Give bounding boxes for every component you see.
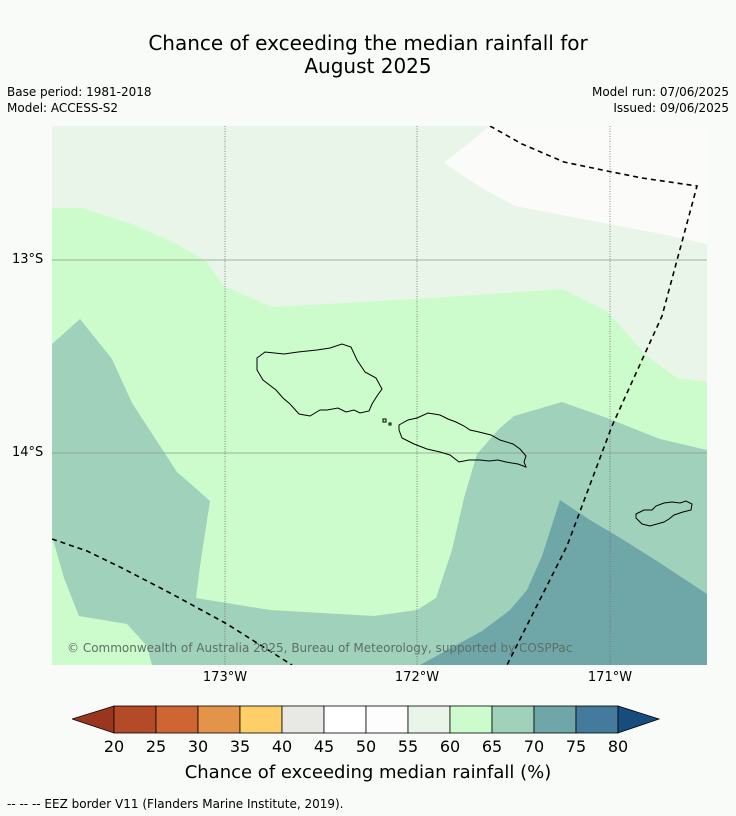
copyright-text: © Commonwealth of Australia 2025, Bureau…: [67, 641, 573, 655]
colorbar-tick-label: 20: [103, 737, 125, 756]
colorbar-tick-label: 60: [439, 737, 461, 756]
rainfall-map: [52, 126, 707, 665]
colorbar: [72, 705, 661, 734]
issued-text: Issued: 09/06/2025: [613, 101, 729, 115]
model-run-text: Model run: 07/06/2025: [591, 85, 729, 99]
colorbar-segment: [365, 705, 409, 734]
colorbar-tick-label: 50: [355, 737, 377, 756]
colorbar-extend-high: [617, 705, 661, 734]
eez-legend-text: -- -- -- EEZ border V11 (Flanders Marine…: [7, 797, 344, 811]
lon-label-172w: 172°W: [394, 670, 440, 685]
colorbar-tick-label: 75: [565, 737, 587, 756]
islands: [256, 343, 693, 527]
region-45-55: [444, 126, 707, 244]
colorbar-tick-label: 35: [229, 737, 251, 756]
colorbar-segment: [533, 705, 577, 734]
lon-label-173w: 173°W: [202, 670, 248, 685]
base-period-text: Base period: 1981-2018: [7, 85, 152, 99]
colorbar-tick-label: 30: [187, 737, 209, 756]
colorbar-title: Chance of exceeding median rainfall (%): [184, 762, 552, 783]
eez-border: [52, 126, 699, 665]
region-70-75: [420, 500, 707, 665]
colorbar-extend-low: [72, 705, 115, 734]
colorbar-segment: [155, 705, 199, 734]
island-upolu: [398, 412, 527, 468]
region-45-55-sliver: [644, 146, 707, 172]
colorbar-segment: [491, 705, 535, 734]
map-title-line1: Chance of exceeding the median rainfall …: [148, 31, 588, 55]
colorbar-segment: [113, 705, 157, 734]
island-manono: [382, 418, 387, 423]
colorbar-tick-label: 25: [145, 737, 167, 756]
model-text: Model: ACCESS-S2: [7, 101, 119, 115]
colorbar-tick-label: 80: [607, 737, 629, 756]
colorbar-segment: [281, 705, 325, 734]
colorbar-segments: [72, 705, 661, 734]
colorbar-segment: [323, 705, 367, 734]
lon-label-171w: 171°W: [587, 670, 633, 685]
colorbar-tick-label: 70: [523, 737, 545, 756]
colorbar-tick-label: 40: [271, 737, 293, 756]
lat-label-13s: 13°S: [12, 252, 44, 267]
colorbar-tick-label: 65: [481, 737, 503, 756]
colorbar-segment: [197, 705, 241, 734]
latitude-gridlines: [52, 259, 707, 454]
island-apolima: [388, 422, 392, 426]
eez-border-south: [52, 538, 293, 665]
island-tutuila: [635, 500, 693, 527]
colorbar-tick-label: 55: [397, 737, 419, 756]
eez-border-east: [489, 126, 699, 665]
colorbar-segment: [239, 705, 283, 734]
lat-label-14s: 14°S: [12, 445, 44, 460]
island-savaii: [256, 343, 383, 417]
map-title-line2: August 2025: [304, 54, 432, 78]
colorbar-tick-label: 45: [313, 737, 335, 756]
colorbar-segment: [449, 705, 493, 734]
colorbar-segment: [575, 705, 619, 734]
colorbar-segment: [407, 705, 451, 734]
